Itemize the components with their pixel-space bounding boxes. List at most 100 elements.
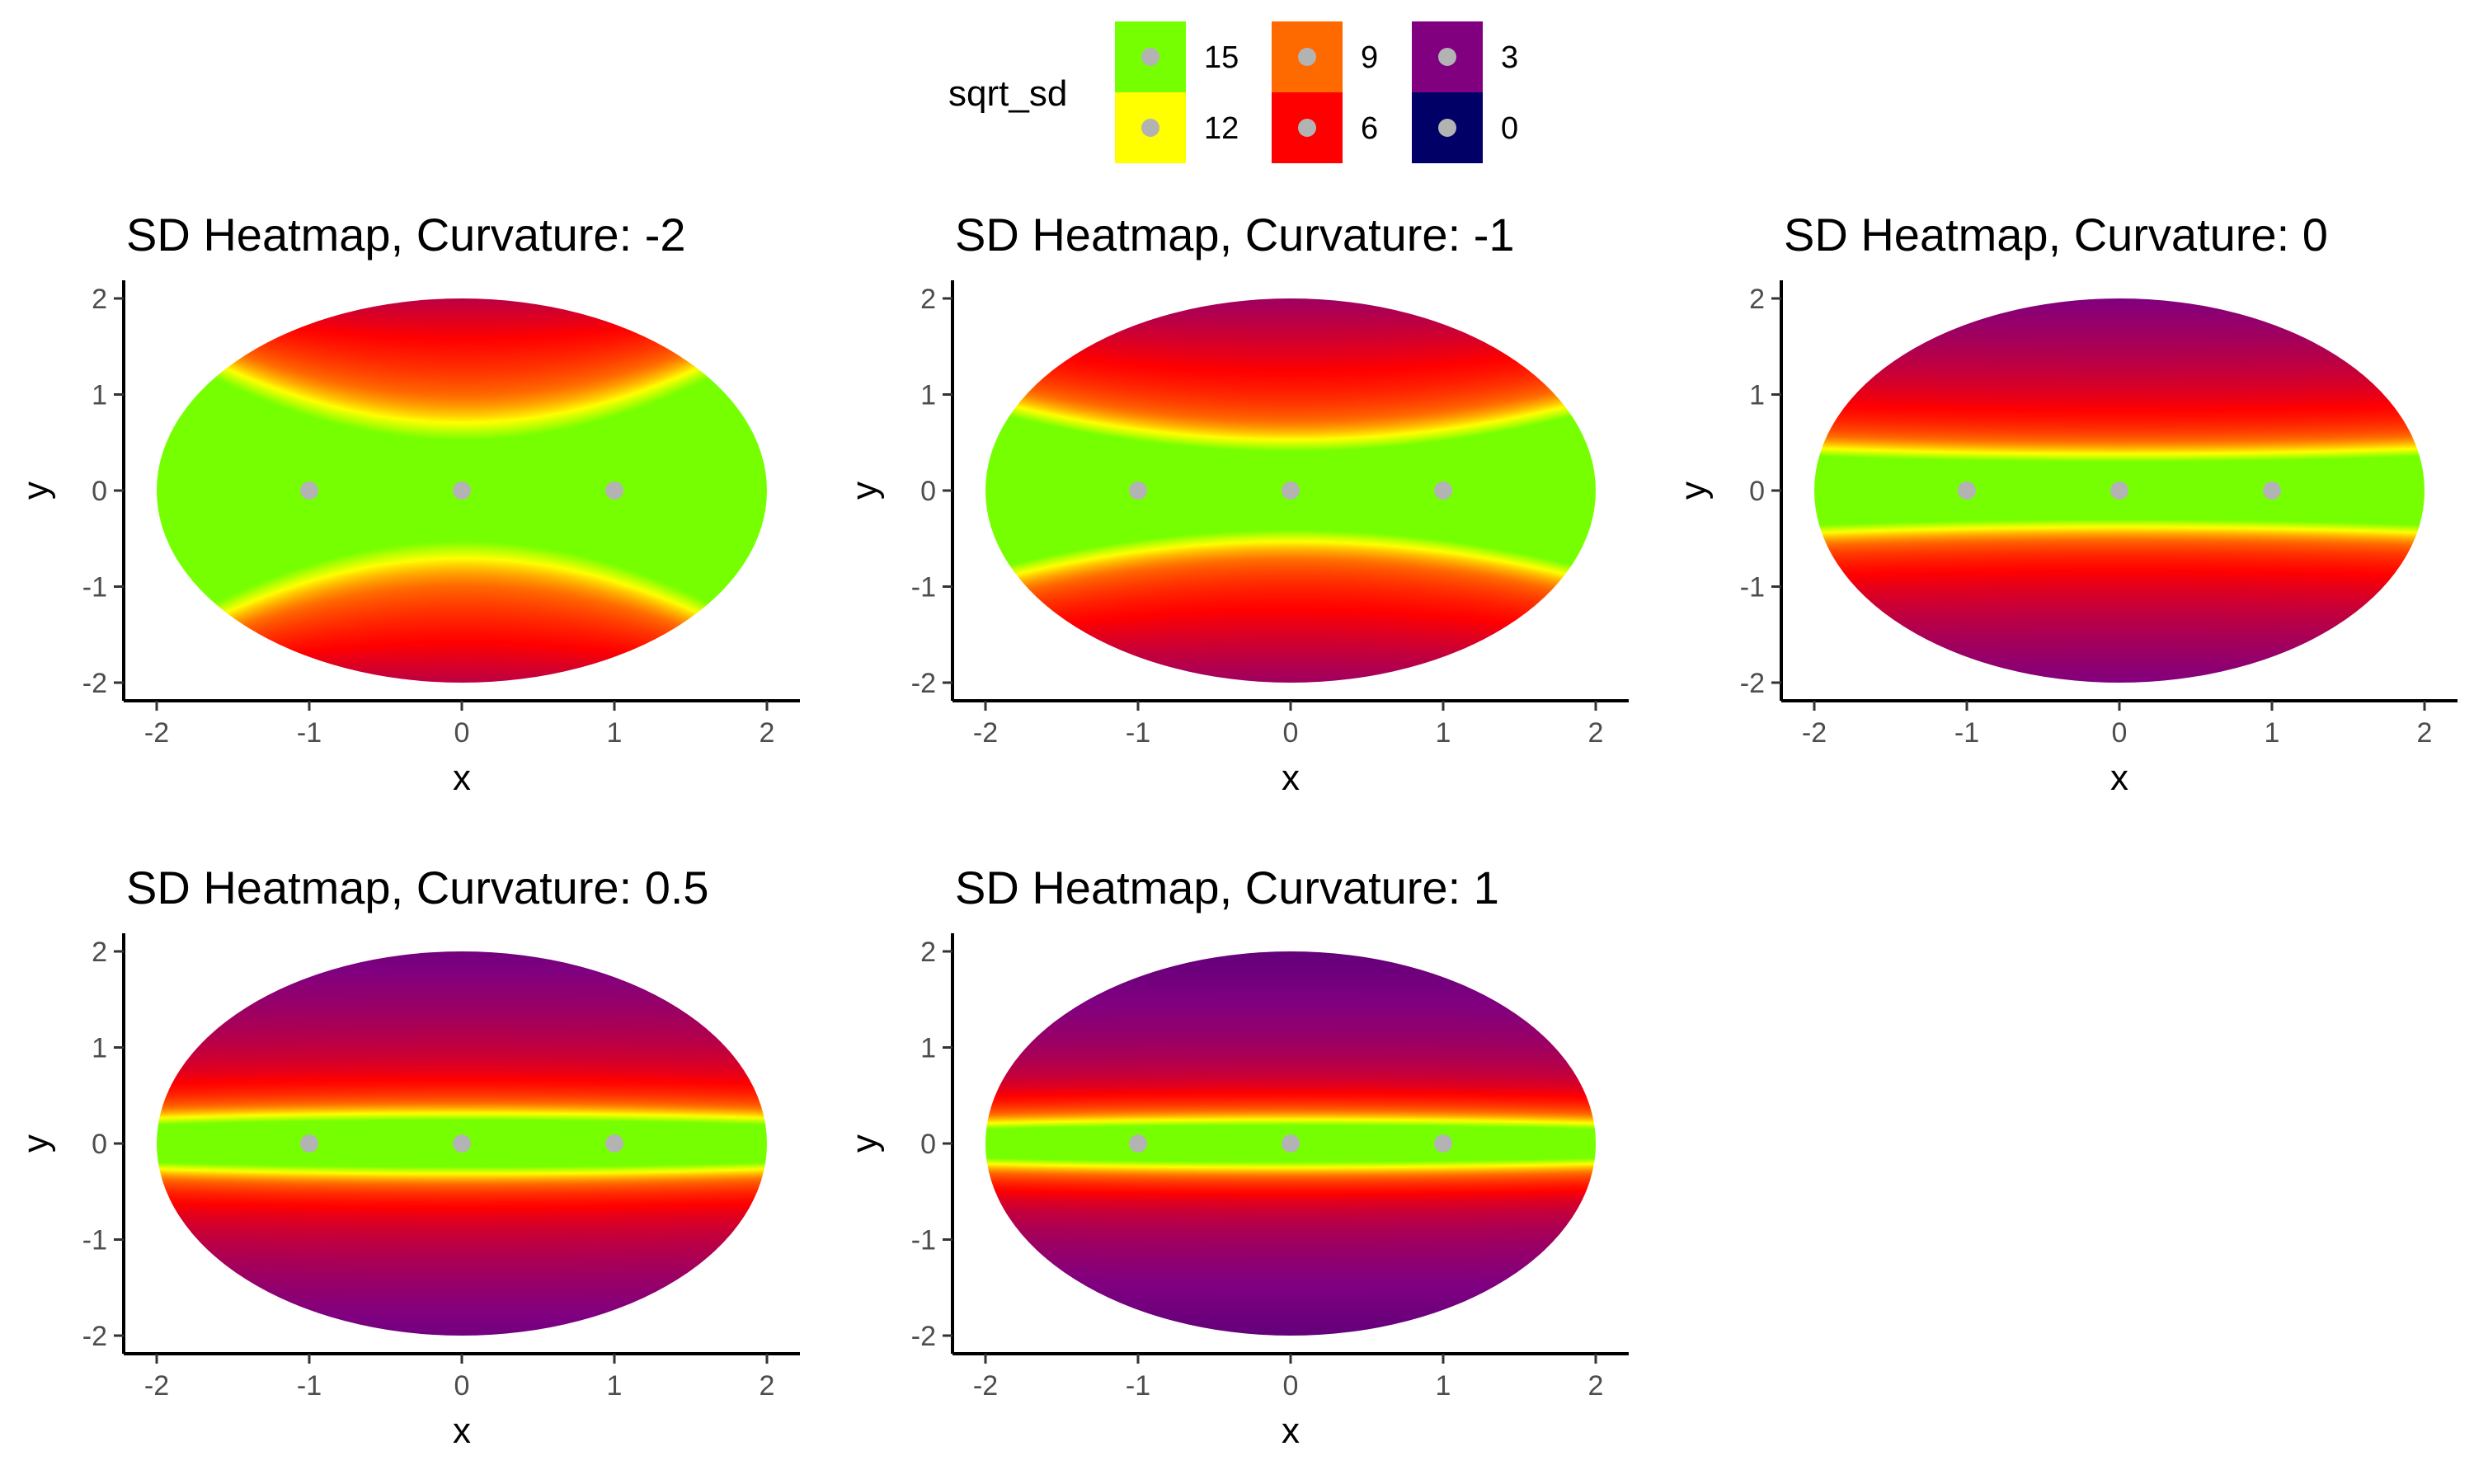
x-tick-label: 1 <box>1436 1370 1451 1402</box>
x-tick-label: -1 <box>1954 717 1979 749</box>
y-tick-label: 0 <box>92 1129 107 1160</box>
data-point-1 <box>300 481 318 500</box>
y-axis-title: y <box>1673 481 1714 500</box>
data-point-3 <box>605 481 623 500</box>
data-point-2 <box>2110 481 2128 500</box>
panel-2: SD Heatmap, Curvature: -1 -2 -1 0 1 2 -2 -1 0 1 2 x… <box>844 209 1629 798</box>
y-axis-title: y <box>16 1134 56 1153</box>
legend-label-15: 15 <box>1204 40 1239 75</box>
panel-1: SD Heatmap, Curvature: -2 -2 -1 0 1 2 -2 -1 0 1 2 x… <box>16 209 800 798</box>
legend-key-dot <box>1141 119 1159 137</box>
y-tick-label: 1 <box>920 1033 936 1064</box>
data-point-1 <box>1958 481 1976 500</box>
x-tick-label: 1 <box>2265 717 2280 749</box>
y-tick-label: -1 <box>82 572 107 603</box>
panel-5: SD Heatmap, Curvature: 1 -2 -1 0 1 2 -2 -1 0 1 2 x y <box>844 862 1629 1451</box>
x-tick-label: 2 <box>2417 717 2433 749</box>
x-tick-label: 1 <box>1436 717 1451 749</box>
x-axis-title: x <box>453 1411 471 1451</box>
panel-title: SD Heatmap, Curvature: 1 <box>955 862 1499 913</box>
panel-3: SD Heatmap, Curvature: 0 -2 -1 0 1 2 -2 -1 0 1 2 x y <box>1673 209 2458 798</box>
data-point-3 <box>1434 481 1452 500</box>
x-tick-label: 2 <box>760 1370 775 1402</box>
y-axis-title: y <box>844 481 885 500</box>
x-tick-label: -1 <box>1126 1370 1150 1402</box>
legend: sqrt_sd 15 12 9 6 3 0 <box>948 21 1518 163</box>
panels: SD Heatmap, Curvature: -2 -2 -1 0 1 2 -2 -1 0 1 2 x… <box>16 209 2458 1451</box>
x-tick-label: 2 <box>1588 717 1604 749</box>
y-axis-title: y <box>844 1134 885 1153</box>
data-point-1 <box>1129 1134 1147 1153</box>
legend-label-9: 9 <box>1361 40 1378 75</box>
y-tick-label: 2 <box>920 937 936 968</box>
y-tick-label: -1 <box>911 572 936 603</box>
data-point-1 <box>1129 481 1147 500</box>
data-point-1 <box>300 1134 318 1153</box>
x-axis-title: x <box>2110 758 2128 798</box>
y-tick-label: 0 <box>920 476 936 507</box>
legend-title: sqrt_sd <box>948 73 1067 114</box>
panel-title: SD Heatmap, Curvature: 0 <box>1784 209 2328 261</box>
y-tick-label: 2 <box>920 284 936 315</box>
x-tick-label: -1 <box>297 717 322 749</box>
legend-key-dot <box>1438 48 1456 66</box>
y-tick-label: 1 <box>1749 380 1765 411</box>
y-tick-label: -2 <box>1740 668 1765 699</box>
data-point-3 <box>1434 1134 1452 1153</box>
data-point-2 <box>1282 481 1300 500</box>
x-axis-title: x <box>1282 1411 1300 1451</box>
x-tick-label: 1 <box>607 717 623 749</box>
y-tick-label: 2 <box>92 284 107 315</box>
legend-label-0: 0 <box>1501 111 1518 146</box>
panel-title: SD Heatmap, Curvature: -1 <box>955 209 1514 261</box>
x-tick-label: 0 <box>2112 717 2128 749</box>
panel-4: SD Heatmap, Curvature: 0.5 -2 -1 0 1 2 -2 -1 0 1 2… <box>16 862 800 1451</box>
panel-title: SD Heatmap, Curvature: 0.5 <box>126 862 709 913</box>
x-axis-title: x <box>1282 758 1300 798</box>
y-tick-label: 1 <box>92 380 107 411</box>
x-tick-label: -2 <box>973 717 998 749</box>
x-tick-label: 2 <box>760 717 775 749</box>
legend-key-dot <box>1438 119 1456 137</box>
x-tick-label: 0 <box>454 717 470 749</box>
x-tick-label: 0 <box>454 1370 470 1402</box>
y-tick-label: -2 <box>911 668 936 699</box>
x-tick-label: 0 <box>1283 1370 1299 1402</box>
x-tick-label: 1 <box>607 1370 623 1402</box>
legend-key-dot <box>1298 48 1316 66</box>
x-tick-label: -2 <box>1802 717 1827 749</box>
y-tick-label: 1 <box>920 380 936 411</box>
x-tick-label: 2 <box>1588 1370 1604 1402</box>
legend-label-12: 12 <box>1204 111 1239 146</box>
y-tick-label: -1 <box>82 1225 107 1256</box>
y-tick-label: -1 <box>911 1225 936 1256</box>
panel-title: SD Heatmap, Curvature: -2 <box>126 209 685 261</box>
legend-label-6: 6 <box>1361 111 1378 146</box>
data-point-2 <box>453 1134 471 1153</box>
y-tick-label: 0 <box>920 1129 936 1160</box>
y-tick-label: 0 <box>92 476 107 507</box>
y-tick-label: -2 <box>911 1321 936 1352</box>
data-point-3 <box>2263 481 2281 500</box>
data-point-3 <box>605 1134 623 1153</box>
x-tick-label: -2 <box>144 717 169 749</box>
y-tick-label: 2 <box>1749 284 1765 315</box>
x-tick-label: -1 <box>297 1370 322 1402</box>
data-point-2 <box>1282 1134 1300 1153</box>
x-tick-label: -2 <box>973 1370 998 1402</box>
y-tick-label: -2 <box>82 1321 107 1352</box>
y-axis-title: y <box>16 481 56 500</box>
x-tick-label: -1 <box>1126 717 1150 749</box>
legend-label-3: 3 <box>1501 40 1518 75</box>
legend-key-dot <box>1141 48 1159 66</box>
x-tick-label: -2 <box>144 1370 169 1402</box>
x-axis-title: x <box>453 758 471 798</box>
data-point-2 <box>453 481 471 500</box>
x-tick-label: 0 <box>1283 717 1299 749</box>
legend-key-dot <box>1298 119 1316 137</box>
y-tick-label: -1 <box>1740 572 1765 603</box>
y-tick-label: -2 <box>82 668 107 699</box>
y-tick-label: 2 <box>92 937 107 968</box>
y-tick-label: 1 <box>92 1033 107 1064</box>
